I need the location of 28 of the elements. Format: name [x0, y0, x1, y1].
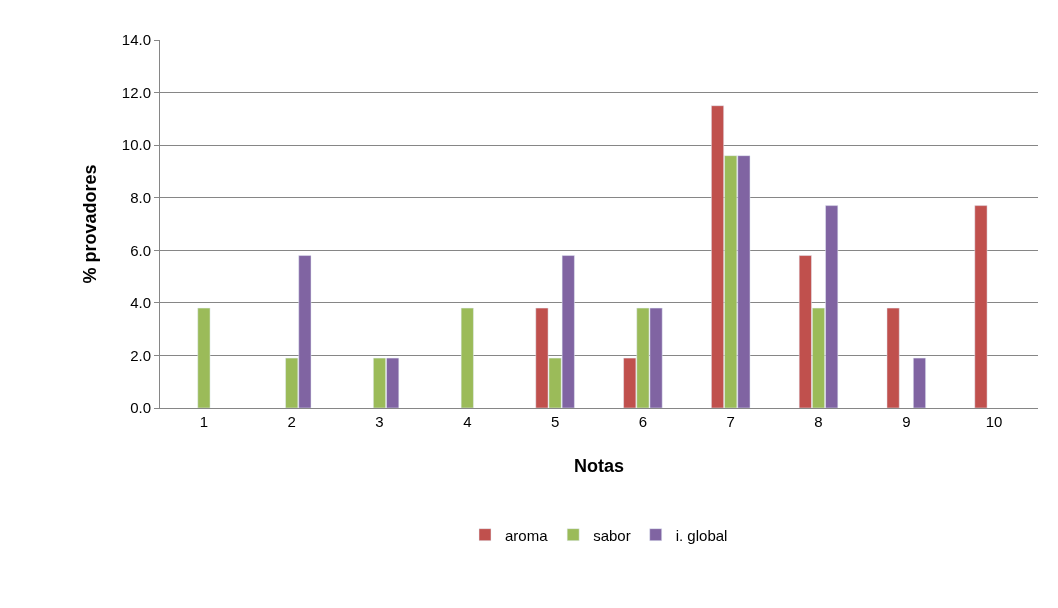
y-tick-label: 0.0: [130, 399, 151, 417]
x-tick-label: 3: [375, 413, 384, 430]
bar: [913, 357, 926, 408]
x-tick-label: 7: [726, 413, 735, 430]
bar: [197, 307, 211, 408]
x-tick-label: 1: [199, 413, 209, 430]
x-tick-label: 4: [463, 413, 472, 430]
bar: [886, 307, 900, 408]
y-tick-label: 2.0: [130, 346, 151, 364]
legend-label: aroma: [505, 526, 549, 544]
y-tick-label: 12.0: [121, 83, 151, 101]
x-axis-title: Notas: [573, 456, 625, 477]
bar: [974, 205, 988, 408]
y-tick-label: 14.0: [121, 31, 151, 49]
x-tick-label: 2: [287, 413, 296, 430]
legend-label: sabor: [593, 526, 631, 544]
y-tick-label: 4.0: [130, 294, 151, 312]
y-axis-title: % provadores: [80, 164, 100, 284]
bar: [460, 307, 474, 408]
legend-label: i. global: [675, 526, 728, 544]
x-tick-label: 9: [902, 413, 911, 430]
x-tick-label: 8: [814, 413, 823, 430]
y-tick-label: 10.0: [121, 136, 151, 154]
y-tick-label: 8.0: [130, 188, 151, 206]
x-tick-label: 10: [985, 413, 1003, 430]
y-tick-label: 6.0: [130, 241, 151, 259]
x-tick-label: 6: [638, 413, 648, 430]
x-tick-label: 5: [550, 413, 560, 430]
